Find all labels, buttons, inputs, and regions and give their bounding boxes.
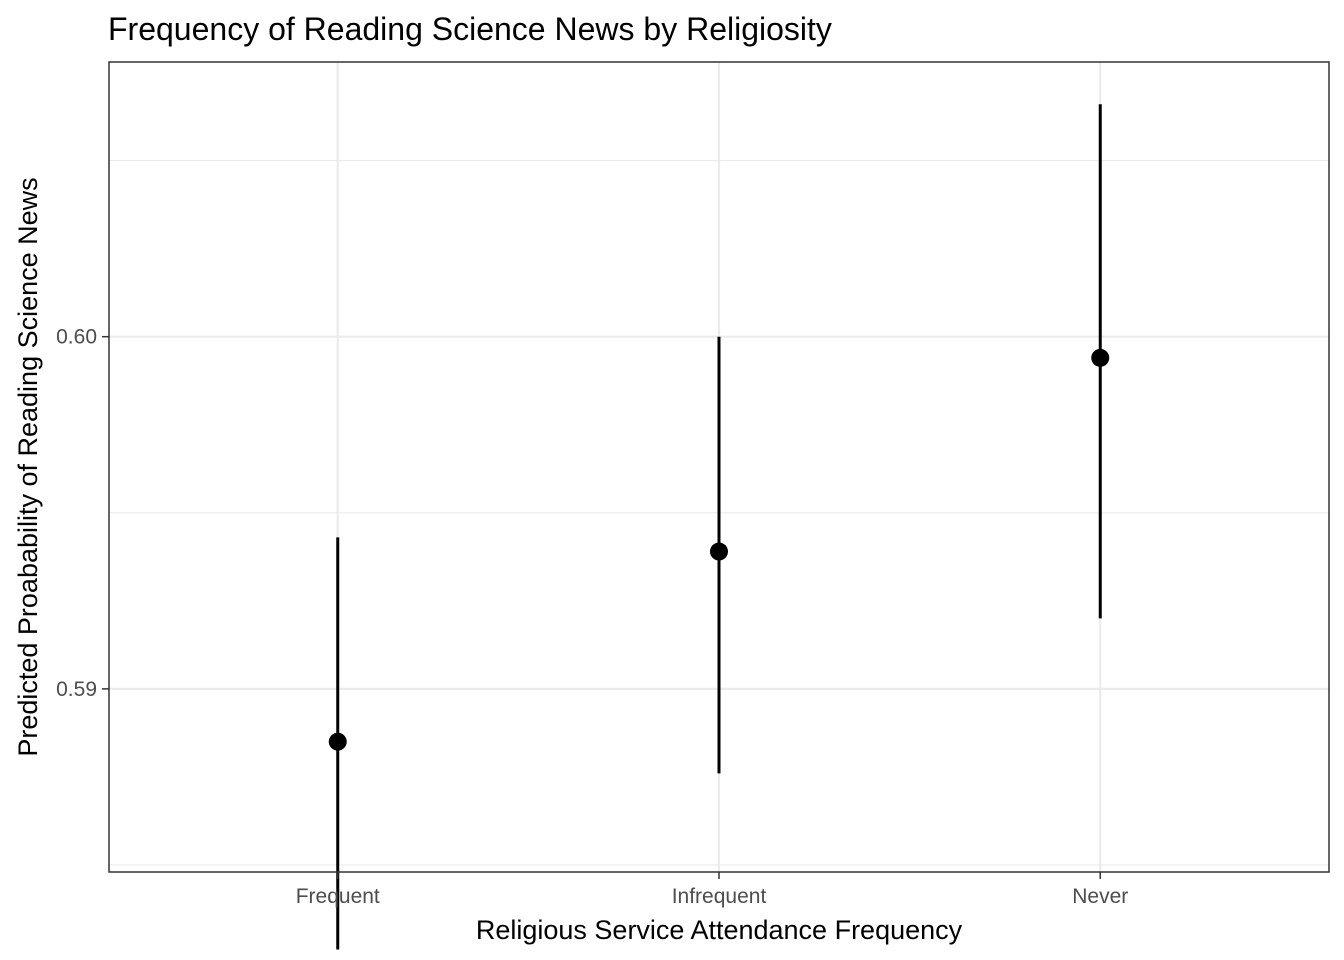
y-tick-label-1: 0.60 [56, 326, 97, 349]
y-tick-label-0: 0.59 [56, 678, 97, 701]
chart-title: Frequency of Reading Science News by Rel… [108, 11, 832, 47]
tick-layer: 0.59 0.60 Frequent Infrequent Never [56, 326, 1128, 908]
x-axis-label: Religious Service Attendance Frequency [476, 915, 963, 945]
point-infrequent [710, 542, 728, 561]
x-tick-label-infrequent: Infrequent [672, 885, 767, 908]
point-never [1091, 348, 1110, 367]
y-axis-label: Predicted Proabability of Reading Scienc… [13, 177, 43, 756]
x-tick-label-frequent: Frequent [296, 885, 380, 908]
point-layer [328, 348, 1110, 751]
point-frequent [328, 732, 347, 751]
x-tick-label-never: Never [1072, 885, 1128, 908]
